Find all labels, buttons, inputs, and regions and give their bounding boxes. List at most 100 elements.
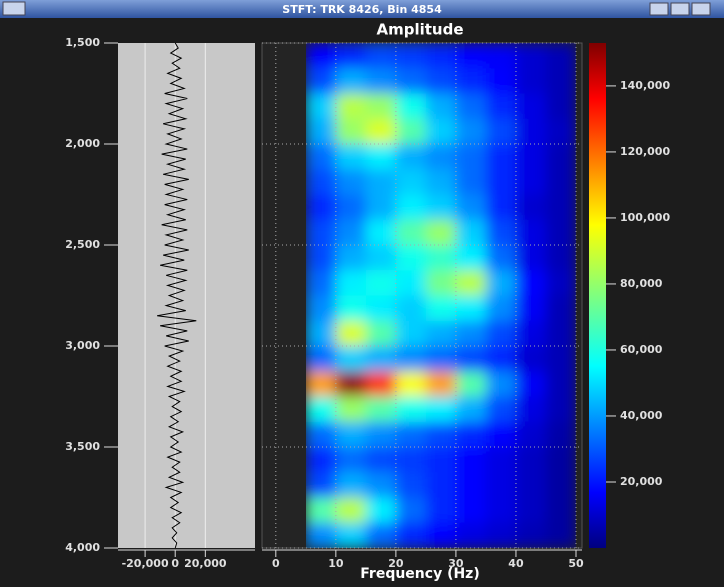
x-tick-label: 30	[448, 557, 464, 570]
heatmap-cell	[365, 270, 397, 296]
heatmap-cell	[395, 194, 427, 221]
heatmap-cell	[545, 43, 576, 69]
minimize-button[interactable]	[649, 2, 669, 16]
heatmap-cell	[306, 194, 337, 221]
heatmap-cell	[425, 43, 457, 69]
heatmap-cell	[485, 421, 517, 448]
heatmap-cell	[335, 270, 367, 296]
heatmap-cell	[485, 346, 517, 372]
heatmap-cell	[395, 144, 427, 170]
heatmap-cell	[485, 169, 517, 195]
heatmap-cells	[306, 43, 576, 548]
heatmap-cell	[395, 245, 427, 271]
menu-button[interactable]	[2, 1, 26, 16]
heatmap-cell	[485, 472, 517, 498]
heatmap-cell	[395, 346, 427, 372]
heatmap-cell	[335, 371, 367, 397]
heatmap-cell	[365, 93, 397, 120]
heatmap-cell	[545, 522, 576, 548]
heatmap-cell	[395, 497, 427, 524]
heatmap-cell	[395, 447, 427, 473]
heatmap-cell	[485, 144, 517, 170]
heatmap-cell	[515, 447, 547, 473]
close-button[interactable]	[691, 2, 711, 16]
heatmap-cell	[455, 68, 487, 94]
heatmap-cell	[455, 320, 487, 347]
heatmap-cell	[515, 270, 547, 296]
heatmap-cell	[515, 421, 547, 448]
heatmap-cell	[515, 68, 547, 94]
x-tick-label: 50	[568, 557, 584, 570]
heatmap-cell	[485, 194, 517, 221]
heatmap-cell	[335, 43, 367, 69]
heatmap-cell	[306, 295, 337, 322]
heatmap-cell	[335, 194, 367, 221]
heatmap-cell	[485, 320, 517, 347]
x-axis-label: Frequency (Hz)	[360, 566, 479, 582]
heatmap-cell	[306, 93, 337, 120]
heatmap-cell	[335, 118, 367, 145]
heatmap-cell	[545, 118, 576, 145]
heatmap-cell	[485, 447, 517, 473]
heatmap-cell	[425, 346, 457, 372]
heatmap-cell	[306, 472, 337, 498]
heatmap-cell	[395, 421, 427, 448]
heatmap-cell	[365, 497, 397, 524]
heatmap-cell	[335, 346, 367, 372]
heatmap-cell	[455, 371, 487, 397]
heatmap-cell	[515, 245, 547, 271]
heatmap-cell	[455, 169, 487, 195]
heatmap-cell	[515, 522, 547, 548]
heatmap-cell	[545, 497, 576, 524]
trace-line	[157, 42, 197, 549]
heatmap-cell	[365, 194, 397, 221]
y-tick-label: 4,000	[65, 541, 100, 554]
heatmap-cell	[455, 93, 487, 120]
x-tick-label: -20,000	[122, 557, 169, 570]
heatmap-cell	[545, 396, 576, 423]
heatmap-cell	[455, 497, 487, 524]
x-tick-label: 40	[508, 557, 524, 570]
heatmap-cell	[395, 270, 427, 296]
colorbar-tick-label: 140,000	[620, 79, 670, 92]
heatmap-cell	[395, 118, 427, 145]
heatmap-cell	[335, 421, 367, 448]
heatmap-cell	[335, 472, 367, 498]
heatmap-cell	[545, 144, 576, 170]
heatmap-cell	[365, 371, 397, 397]
heatmap-cell	[545, 93, 576, 120]
heatmap-cell	[515, 295, 547, 322]
colorbar-tick-label: 80,000	[620, 277, 663, 290]
heatmap-cell	[306, 270, 337, 296]
heatmap-cell	[515, 346, 547, 372]
heatmap-cell	[515, 169, 547, 195]
heatmap-cell	[425, 472, 457, 498]
heatmap-cell	[425, 421, 457, 448]
maximize-button[interactable]	[670, 2, 690, 16]
heatmap-cell	[365, 219, 397, 246]
x-tick-label: 10	[328, 557, 344, 570]
heatmap-cell	[425, 169, 457, 195]
heatmap-cell	[455, 447, 487, 473]
heatmap-cell	[306, 346, 337, 372]
heatmap-cell	[545, 320, 576, 347]
heatmap-cell	[515, 93, 547, 120]
colorbar-tick-label: 120,000	[620, 145, 670, 158]
heatmap-cell	[455, 245, 487, 271]
heatmap-cell	[425, 118, 457, 145]
heatmap-cell	[515, 118, 547, 145]
x-tick-label: 0	[171, 557, 179, 570]
heatmap-cell	[335, 497, 367, 524]
plot-title: Amplitude	[376, 21, 463, 39]
y-tick-label: 3,500	[65, 440, 100, 453]
heatmap-cell	[545, 447, 576, 473]
colorbar-tick-label: 100,000	[620, 211, 670, 224]
heatmap-cell	[425, 194, 457, 221]
heatmap-cell	[365, 295, 397, 322]
heatmap-cell	[335, 396, 367, 423]
heatmap-cell	[425, 320, 457, 347]
x-tick-label: 0	[272, 557, 280, 570]
heatmap-cell	[455, 472, 487, 498]
